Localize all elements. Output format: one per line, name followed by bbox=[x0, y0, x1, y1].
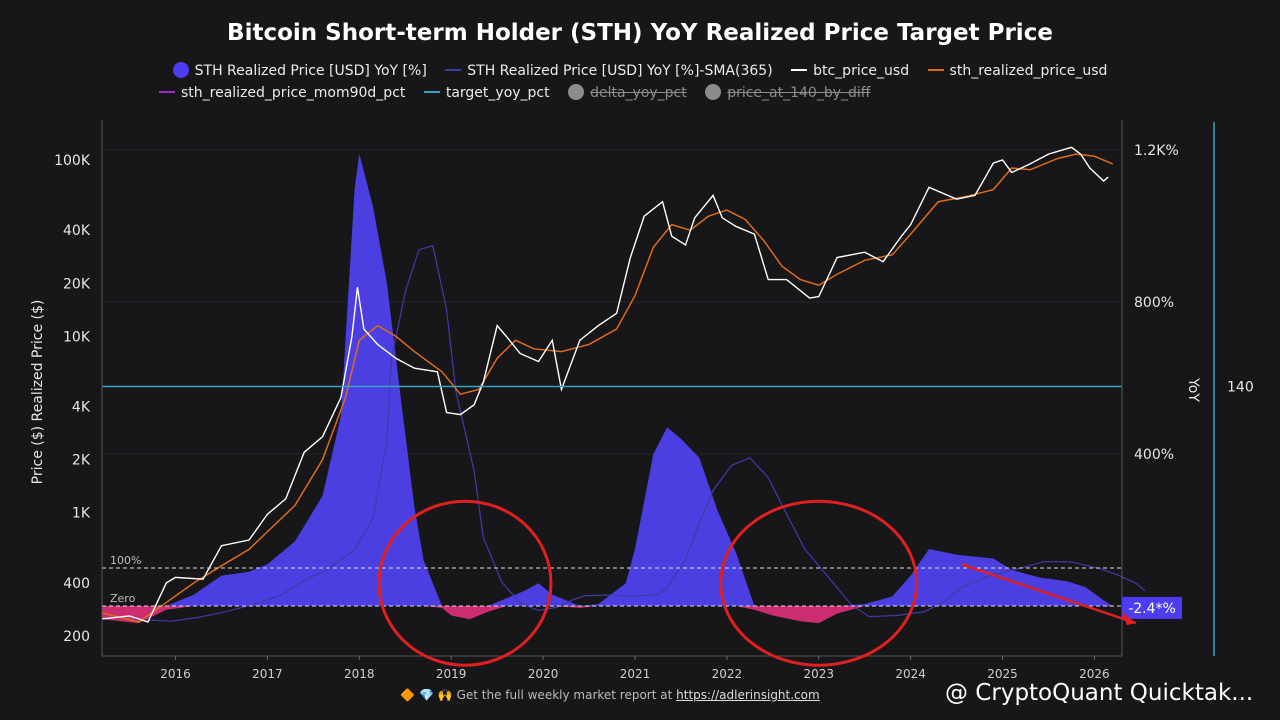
yoy-area bbox=[102, 153, 1113, 624]
y-left-tick-label: 1K bbox=[72, 506, 91, 522]
sth-yoy-sma-line bbox=[134, 245, 1146, 622]
legend-item-sth-yoy[interactable]: STH Realized Price [USD] YoY [%] bbox=[172, 62, 427, 79]
x-tick-label: 2016 bbox=[160, 667, 191, 681]
y-left-tick-label: 40K bbox=[63, 223, 91, 239]
x-tick-label: 2024 bbox=[895, 667, 926, 681]
y-left-tick-label: 20K bbox=[63, 276, 91, 292]
current-value-badge bbox=[1122, 596, 1182, 619]
y-right-tick-label: 400% bbox=[1134, 447, 1174, 463]
x-tick-label: 2018 bbox=[344, 667, 375, 681]
annotations: -2.4*% bbox=[377, 499, 1182, 667]
ref-line-label: 100% bbox=[110, 554, 141, 567]
sth-realized-price-line bbox=[101, 153, 1114, 623]
y-left-tick-label: 2K bbox=[72, 453, 91, 469]
chart-title: Bitcoin Short-term Holder (STH) YoY Real… bbox=[227, 20, 1053, 46]
x-tick-label: 2020 bbox=[528, 667, 559, 681]
current-value-label: -2.4*% bbox=[1128, 601, 1176, 617]
x-tick-label: 2021 bbox=[620, 667, 651, 681]
footer: 🔶 💎 🙌 Get the full weekly market report … bbox=[300, 688, 920, 702]
footer-link[interactable]: https://adlerinsight.com bbox=[676, 688, 820, 702]
legend-row-1: STH Realized Price [USD] YoY [%] STH Rea… bbox=[0, 62, 1280, 79]
trend-arrow-line bbox=[960, 563, 1137, 625]
axes: 100K 40K 20K 10K 4K 2K 1K 400 200 1.2K% 800% 400% 14… bbox=[54, 120, 1254, 681]
footer-emoji: 🔶 💎 🙌 bbox=[400, 688, 453, 702]
ref-line-label: Zero bbox=[110, 592, 136, 605]
legend-item-btc-price[interactable]: btc_price_usd bbox=[791, 63, 909, 79]
x-tick-label: 2025 bbox=[987, 667, 1018, 681]
y-right-tick-label: 1.2K% bbox=[1134, 143, 1179, 159]
y-left-tick-label: 200 bbox=[63, 629, 90, 645]
yoy-positive-area bbox=[102, 153, 1113, 607]
footer-text: Get the full weekly market report at bbox=[456, 688, 673, 702]
y-right-tick-label: 800% bbox=[1134, 295, 1174, 311]
brand-watermark: @ CryptoQuant Quicktak... bbox=[945, 680, 1254, 706]
legend-item-mom90d[interactable]: sth_realized_price_mom90d_pct bbox=[159, 85, 405, 101]
legend-item-price-at-140[interactable]: price_at_140_by_diff bbox=[705, 84, 870, 101]
highlight-circle-2023 bbox=[719, 499, 919, 667]
x-tick-label: 2026 bbox=[1079, 667, 1110, 681]
legend-item-sth-realized[interactable]: sth_realized_price_usd bbox=[927, 63, 1107, 79]
y-left-tick-label: 100K bbox=[54, 153, 91, 169]
y-left-tick-label: 400 bbox=[63, 576, 90, 592]
x-tick-label: 2019 bbox=[436, 667, 467, 681]
legend-item-target-yoy[interactable]: target_yoy_pct bbox=[423, 85, 550, 101]
trend-arrow-head bbox=[1121, 611, 1136, 626]
x-tick-label: 2022 bbox=[712, 667, 743, 681]
y-left-tick-label: 4K bbox=[72, 400, 91, 416]
y-left-tick-label: 10K bbox=[63, 329, 91, 345]
far-right-tick-label: 140 bbox=[1227, 379, 1254, 395]
legend-item-sth-yoy-sma[interactable]: STH Realized Price [USD] YoY [%]-SMA(365… bbox=[445, 63, 773, 79]
yoy-negative-area bbox=[102, 606, 1113, 624]
grid-lines bbox=[102, 149, 1122, 455]
reference-lines: 100% Zero bbox=[102, 385, 1122, 607]
legend-row-2: sth_realized_price_mom90d_pct target_yoy… bbox=[152, 84, 877, 101]
x-tick-label: 2023 bbox=[803, 667, 834, 681]
legend-item-delta-yoy[interactable]: delta_yoy_pct bbox=[568, 84, 687, 101]
series-lines bbox=[101, 146, 1146, 623]
highlight-circle-2019 bbox=[377, 499, 553, 667]
btc-price-line bbox=[101, 146, 1109, 623]
x-tick-label: 2017 bbox=[252, 667, 283, 681]
